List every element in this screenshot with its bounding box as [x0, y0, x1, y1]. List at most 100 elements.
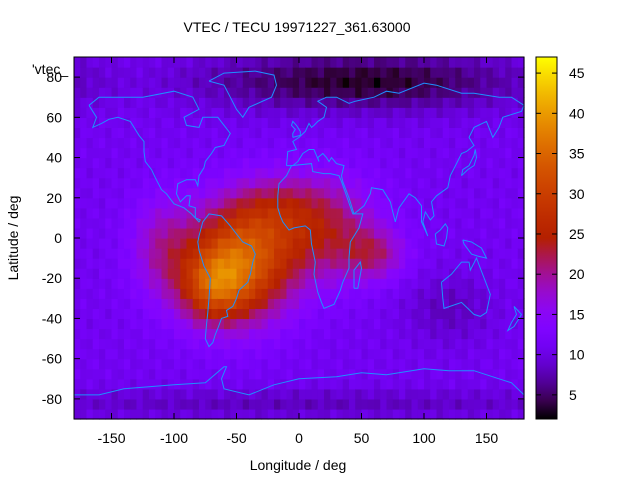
heatmap-cell [467, 67, 475, 78]
heatmap-cell [86, 338, 94, 350]
heatmap-cell [330, 127, 338, 139]
heatmap-cell [305, 238, 313, 249]
heatmap-cell [86, 67, 94, 78]
heatmap-cell [111, 338, 119, 350]
heatmap-cell [311, 348, 319, 360]
heatmap-cell [442, 97, 450, 108]
heatmap-cell [367, 57, 375, 68]
heatmap-cell [217, 197, 225, 209]
heatmap-cell [349, 348, 356, 360]
heatmap-cell [205, 378, 213, 390]
heatmap-cell [374, 378, 381, 390]
heatmap-cell [267, 248, 275, 259]
heatmap-cell [142, 288, 150, 299]
heatmap-cell [430, 308, 438, 320]
heatmap-cell [305, 207, 313, 219]
heatmap-cell [236, 227, 244, 239]
heatmap-cell [317, 117, 325, 128]
heatmap-cell [155, 97, 163, 108]
heatmap-cell [305, 197, 313, 209]
heatmap-cell [424, 328, 431, 340]
heatmap-cell [224, 147, 231, 159]
heatmap-cell [305, 107, 313, 118]
heatmap-cell [311, 57, 319, 68]
heatmap-cell [311, 77, 319, 88]
heatmap-cell [80, 127, 88, 139]
heatmap-cell [380, 147, 388, 159]
heatmap-cell [249, 398, 256, 410]
heatmap-cell [424, 358, 431, 370]
heatmap-cell [86, 248, 94, 259]
heatmap-cell [424, 127, 431, 139]
heatmap-cell [230, 398, 238, 410]
heatmap-cell [186, 87, 194, 98]
heatmap-cell [361, 258, 369, 269]
heatmap-cell [242, 137, 250, 149]
heatmap-cell [174, 308, 181, 320]
heatmap-cell [511, 217, 519, 229]
heatmap-cell [355, 318, 363, 330]
heatmap-cell [111, 238, 119, 249]
heatmap-cell [424, 268, 431, 279]
heatmap-cell [274, 388, 281, 400]
heatmap-cell [517, 187, 525, 199]
heatmap-cell [180, 278, 188, 289]
heatmap-cell [411, 408, 419, 420]
heatmap-cell [386, 268, 394, 279]
heatmap-cell [455, 167, 463, 179]
heatmap-cell [424, 197, 431, 209]
heatmap-cell [105, 348, 113, 360]
heatmap-cell [255, 207, 263, 219]
heatmap-cell [249, 147, 256, 159]
heatmap-cell [355, 197, 363, 209]
heatmap-cell [324, 278, 331, 289]
heatmap-cell [480, 177, 488, 189]
heatmap-cell [255, 127, 263, 139]
heatmap-cell [499, 248, 506, 259]
heatmap-cell [230, 268, 238, 279]
heatmap-cell [161, 97, 169, 108]
heatmap-cell [192, 288, 200, 299]
heatmap-cell [380, 258, 388, 269]
heatmap-cell [374, 67, 381, 78]
heatmap-cell [474, 87, 481, 98]
heatmap-cell [136, 227, 144, 239]
heatmap-cell [167, 278, 175, 289]
heatmap-cell [336, 57, 344, 68]
heatmap-cell [380, 207, 388, 219]
heatmap-cell [517, 328, 525, 340]
y-tick-label: 20 [46, 190, 62, 206]
heatmap-cell [217, 328, 225, 340]
heatmap-cell [192, 408, 200, 420]
heatmap-cell [286, 298, 294, 309]
heatmap-cell [461, 378, 469, 390]
heatmap-cell [249, 268, 256, 279]
heatmap-cell [455, 177, 463, 189]
heatmap-cell [205, 328, 213, 340]
heatmap-cell [292, 308, 300, 320]
heatmap-cell [474, 318, 481, 330]
heatmap-cell [455, 157, 463, 169]
heatmap-cell [217, 117, 225, 128]
heatmap-cell [467, 97, 475, 108]
heatmap-cell [492, 238, 500, 249]
heatmap-cell [86, 137, 94, 149]
heatmap-cell [117, 278, 125, 289]
heatmap-cell [261, 147, 269, 159]
heatmap-cell [86, 388, 94, 400]
heatmap-cell [180, 167, 188, 179]
heatmap-cell [349, 227, 356, 239]
heatmap-cell [317, 358, 325, 370]
heatmap-cell [349, 258, 356, 269]
heatmap-cell [105, 258, 113, 269]
heatmap-cell [174, 207, 181, 219]
heatmap-cell [499, 298, 506, 309]
heatmap-cell [74, 77, 81, 88]
heatmap-cell [92, 147, 100, 159]
heatmap-cell [267, 408, 275, 420]
colorbar-tick-label: 15 [569, 306, 585, 322]
heatmap-cell [255, 378, 263, 390]
heatmap-cell [505, 328, 513, 340]
heatmap-cell [149, 167, 156, 179]
heatmap-cell [161, 217, 169, 229]
